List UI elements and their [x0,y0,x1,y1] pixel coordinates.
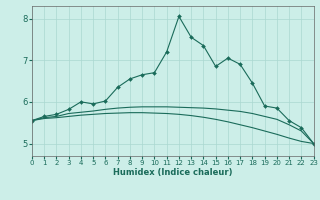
X-axis label: Humidex (Indice chaleur): Humidex (Indice chaleur) [113,168,233,177]
